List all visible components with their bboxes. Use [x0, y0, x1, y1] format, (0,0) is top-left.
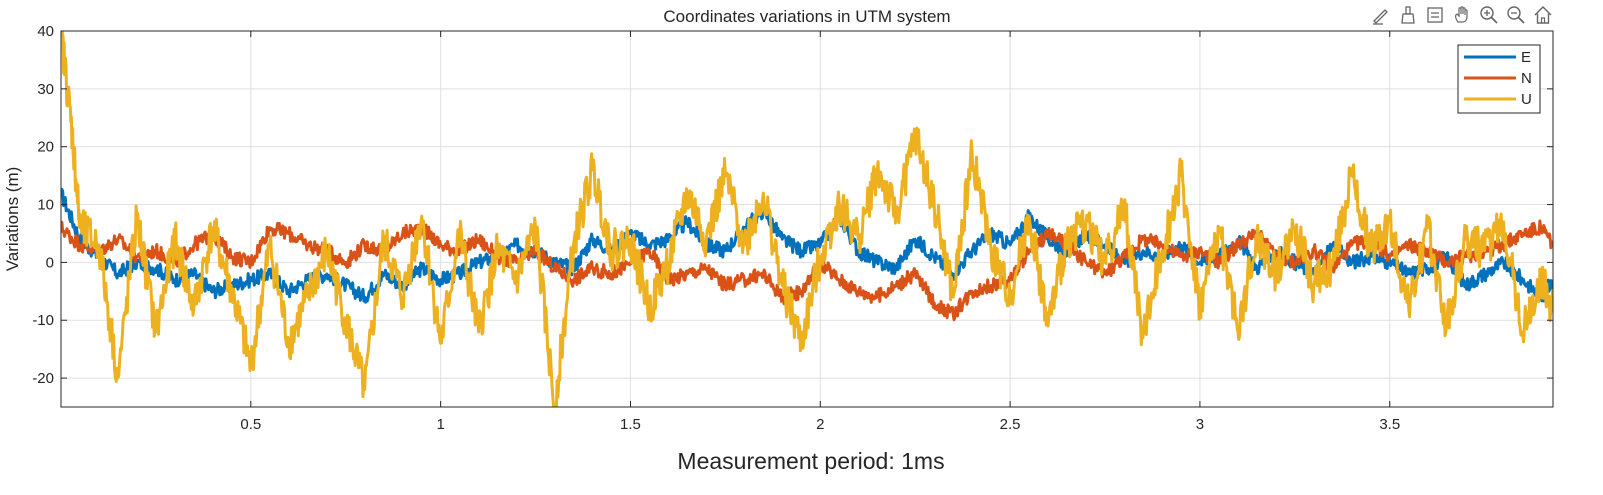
- x-tick-label: 1: [436, 416, 444, 433]
- x-tick-label: 2.5: [1000, 416, 1021, 433]
- pan-icon[interactable]: [1450, 3, 1474, 27]
- y-axis-label: Variations (m): [3, 167, 22, 272]
- axes-toolbar: [1369, 3, 1555, 29]
- legend-label-U: U: [1521, 91, 1532, 108]
- home-icon[interactable]: [1531, 3, 1555, 27]
- x-tick-label: 1.5: [620, 416, 641, 433]
- legend-label-E: E: [1521, 49, 1531, 66]
- x-axis-label: Measurement period: 1ms: [677, 448, 944, 474]
- plot-lines: [61, 31, 1553, 407]
- x-tick-label: 0.5: [240, 416, 261, 433]
- y-tick-label: -10: [32, 312, 54, 329]
- series-line-N: [61, 219, 1553, 322]
- x-tick-label: 2: [816, 416, 824, 433]
- y-axis-ticks: -20 -10 0 10 20 30 40: [32, 23, 1553, 387]
- x-tick-label: 3: [1196, 416, 1204, 433]
- chart-title: Coordinates variations in UTM system: [663, 7, 950, 26]
- zoom-out-icon[interactable]: [1504, 3, 1528, 27]
- series-line-U: [61, 31, 1553, 407]
- y-tick-label: 30: [37, 81, 54, 98]
- data-tips-icon[interactable]: [1423, 3, 1447, 27]
- x-axis-ticks: 0.5 1 1.5 2 2.5 3 3.5: [240, 31, 1400, 433]
- legend[interactable]: ENU: [1457, 44, 1541, 114]
- axes-background: [61, 31, 1553, 407]
- y-tick-label: 40: [37, 23, 54, 40]
- x-tick-label: 3.5: [1379, 416, 1400, 433]
- edit-data-icon[interactable]: [1369, 3, 1393, 27]
- zoom-in-icon[interactable]: [1477, 3, 1501, 27]
- y-tick-label: -20: [32, 370, 54, 387]
- y-tick-label: 0: [46, 254, 54, 271]
- y-tick-label: 20: [37, 139, 54, 156]
- axes-box: [60, 30, 1554, 408]
- y-tick-label: 10: [37, 197, 54, 214]
- brush-icon[interactable]: [1396, 3, 1420, 27]
- legend-label-N: N: [1521, 70, 1532, 87]
